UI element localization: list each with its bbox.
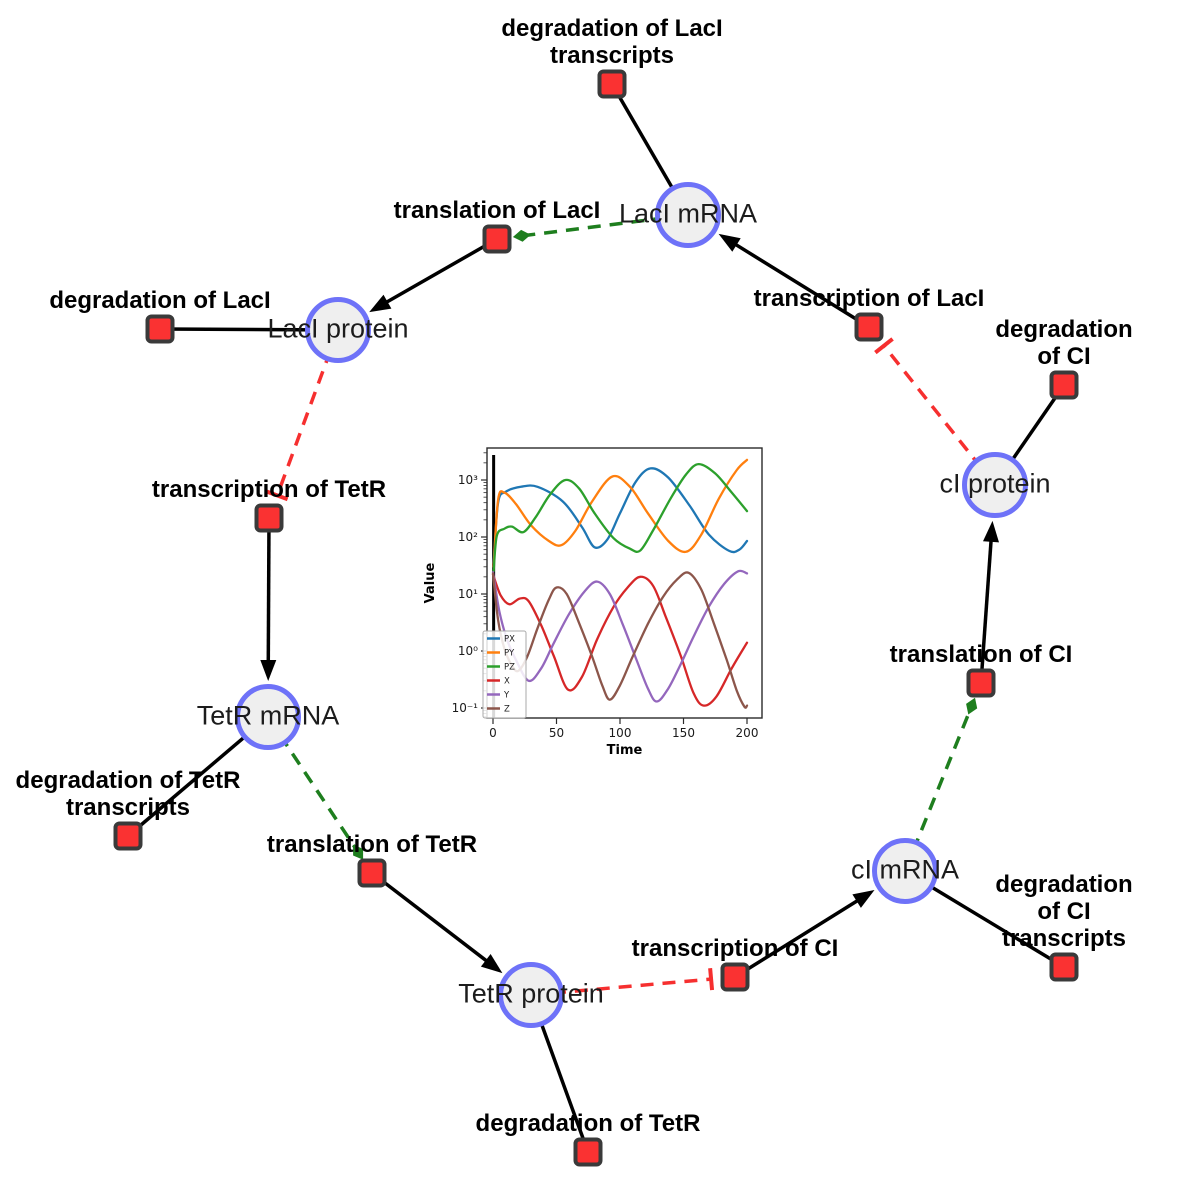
- x-tick-label: 100: [609, 726, 632, 740]
- reaction-label-deg-laci-transcripts: degradation of LacI transcripts: [501, 15, 723, 69]
- edge-translation-tetr-tetr-protein-arrowhead: [480, 954, 503, 974]
- species-node-ci-mrna[interactable]: [872, 838, 938, 904]
- species-label-laci-mrna: LacI mRNA: [618, 198, 758, 229]
- reaction-node-transcription-laci[interactable]: [854, 312, 884, 342]
- edge-tetr-mrna-translation-tetr-diamond: [353, 844, 364, 860]
- reaction-label-transcription-laci: transcription of LacI: [753, 285, 985, 312]
- reaction-label-translation-ci: translation of CI: [889, 641, 1073, 668]
- species-label-ci-mrna: cI mRNA: [851, 854, 959, 885]
- edge-tetr-protein-transcription-ci-tbar: [708, 967, 715, 991]
- reaction-label-translation-laci: translation of LacI: [393, 197, 601, 224]
- legend-label-py: PY: [504, 649, 515, 659]
- reaction-node-deg-laci-transcripts[interactable]: [597, 69, 627, 99]
- x-tick-label: 150: [672, 726, 695, 740]
- x-tick-label: 200: [736, 726, 759, 740]
- edge-translation-tetr-tetr-protein: [370, 871, 493, 966]
- species-label-tetr-protein: TetR protein: [458, 978, 604, 1009]
- edge-transcription-ci-ci-mrna-arrowhead: [852, 890, 875, 908]
- reaction-node-translation-tetr[interactable]: [357, 858, 387, 888]
- reaction-label-deg-ci: degradation of CI: [995, 316, 1133, 370]
- legend-label-z: Z: [504, 705, 510, 715]
- species-node-tetr-protein[interactable]: [498, 962, 564, 1028]
- series-py: [492, 458, 749, 568]
- reaction-label-deg-ci-transcripts: degradation of CI transcripts: [995, 871, 1133, 952]
- y-tick-label: 10³: [458, 473, 478, 487]
- reaction-node-transcription-tetr[interactable]: [254, 503, 284, 533]
- legend-label-pz: PZ: [504, 663, 515, 673]
- series-x: [491, 573, 749, 707]
- x-axis-label: Time: [607, 743, 643, 758]
- reaction-label-transcription-tetr: transcription of TetR: [151, 476, 387, 503]
- species-node-laci-protein[interactable]: [305, 297, 371, 363]
- simulation-plot: 10³ 10² 10¹ 10⁰ 10⁻¹ 0 50 100 150 200 Time Value PX P…: [420, 435, 775, 770]
- edge-translation-laci-laci-protein: [380, 237, 498, 307]
- series-z: [491, 571, 749, 709]
- reaction-node-deg-tetr-transcripts[interactable]: [113, 821, 143, 851]
- y-tick-label: 10⁰: [458, 644, 478, 658]
- reaction-label-deg-laci: degradation of LacI: [49, 287, 271, 314]
- edge-transcription-ci-ci-mrna: [734, 895, 864, 979]
- series-pz: [492, 462, 749, 573]
- species-node-laci-mrna[interactable]: [655, 182, 721, 248]
- plot-axes-frame: [486, 447, 763, 719]
- edge-transcription-laci-laci-mrna-arrowhead: [718, 233, 741, 252]
- y-tick-label: 10¹: [458, 587, 478, 601]
- series-px: [492, 467, 749, 565]
- species-label-ci-protein: cI protein: [939, 468, 1051, 499]
- x-tick-label: 0: [489, 726, 497, 740]
- species-label-tetr-mrna: TetR mRNA: [196, 700, 340, 731]
- edge-translation-ci-ci-protein-arrowhead: [983, 520, 999, 543]
- edge-transcription-tetr-tetr-mrna-arrowhead: [260, 660, 277, 681]
- reaction-label-transcription-ci: transcription of CI: [631, 935, 839, 962]
- edge-translation-laci-laci-protein-arrowhead: [369, 294, 392, 313]
- y-axis-label: Value: [423, 562, 438, 603]
- species-node-ci-protein[interactable]: [962, 452, 1028, 518]
- edge-ci-mrna-translation-ci-diamond: [966, 697, 978, 715]
- reaction-node-deg-ci[interactable]: [1049, 370, 1079, 400]
- species-label-laci-protein: LacI protein: [267, 313, 409, 344]
- species-node-tetr-mrna[interactable]: [235, 684, 301, 750]
- reaction-node-transcription-ci[interactable]: [720, 962, 750, 992]
- x-tick-label: 50: [549, 726, 564, 740]
- edge-laci-mrna-translation-laci-diamond: [512, 229, 531, 242]
- reaction-node-deg-tetr[interactable]: [573, 1137, 603, 1167]
- reaction-node-translation-laci[interactable]: [482, 224, 512, 254]
- edge-laci-protein-transcription-tetr-tbar: [266, 489, 289, 502]
- reaction-label-deg-tetr: degradation of TetR: [475, 1110, 701, 1137]
- y-tick-label: 10²: [458, 530, 478, 544]
- reaction-node-translation-ci[interactable]: [966, 668, 996, 698]
- series-y: [491, 569, 749, 703]
- y-tick-label: 10⁻¹: [452, 701, 479, 715]
- reaction-node-deg-laci[interactable]: [145, 314, 175, 344]
- edge-transcription-laci-laci-mrna: [729, 239, 870, 329]
- reaction-label-translation-tetr: translation of TetR: [266, 831, 478, 858]
- reaction-node-deg-ci-transcripts[interactable]: [1049, 952, 1079, 982]
- edge-transcription-tetr-tetr-mrna: [266, 517, 271, 668]
- edge-translation-ci-ci-protein: [979, 534, 994, 684]
- legend-label-px: PX: [504, 635, 515, 645]
- legend-label-y: Y: [503, 691, 510, 701]
- edge-ci-protein-transcription-laci-tbar: [874, 337, 894, 355]
- reaction-label-deg-tetr-transcripts: degradation of TetR transcripts: [15, 767, 241, 821]
- legend-label-x: X: [504, 677, 510, 687]
